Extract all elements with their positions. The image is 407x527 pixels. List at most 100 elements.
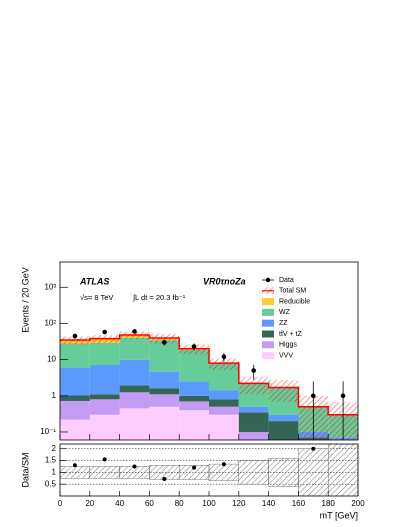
x-tick-label: 120 [232,499,246,508]
x-tick-label: 60 [145,499,154,508]
x-tick-label: 80 [175,499,184,508]
main-frame [59,261,359,441]
x-tick-label: 180 [322,499,336,508]
data-point [102,329,107,335]
ratio-point [72,463,77,468]
legend-label: Total SM [279,288,306,295]
sm-uncertainty [238,377,269,395]
y-tick-label: 10² [44,319,56,328]
ratio-point [192,465,197,470]
stack-segment [60,367,90,396]
ratio-uncertainty [238,460,269,485]
stack-segment [179,401,209,411]
stack-segment [238,412,269,432]
ratio-point [102,457,107,462]
ratio-y-tick-label: 1 [52,467,57,476]
legend-label: tt̄V + tZ [279,330,302,338]
legend-label: Data [279,277,294,284]
region-label: VR0τnoZa [203,276,246,286]
legend-swatch [262,330,274,338]
stack-segment [238,431,269,440]
stack-segment [119,392,150,409]
y-axis-label: Events / 20 GeV [20,267,30,333]
stack-segment [89,365,120,395]
ratio-uncertainty [208,463,239,481]
stack-segment [60,419,90,440]
annotations: ATLAS √s= 8 TeV ∫L dt = 20.3 fb⁻¹ VR0τno… [20,267,365,520]
legend-swatch [262,352,274,360]
data-point [191,344,197,349]
x-tick-label: 200 [351,499,365,508]
stack-segment [209,414,239,440]
legend-swatch [262,341,274,349]
y-tick-label: 10⁻¹ [40,427,56,436]
stack-segment [119,359,150,386]
ratio-uncertainty [328,444,358,496]
stack-segment [89,399,120,415]
ratio-point [311,446,316,451]
x-tick-label: 140 [262,499,276,508]
x-tick-label: 40 [115,499,124,508]
stack-segment [119,408,150,440]
total-sm-line [60,334,358,416]
legend-swatch [262,298,274,306]
energy: √s= 8 TeV [80,293,113,302]
legend-label: ZZ [279,320,288,327]
ratio-y-tick-label: 0.5 [45,479,57,488]
stack-segment [238,406,269,413]
ratio-uncertainty [268,457,299,487]
y-tick-label: 1 [52,391,57,400]
data-point [221,354,227,360]
ratio-point [162,476,167,481]
stack-segment [60,343,90,368]
stack-segment [179,381,209,396]
x-tick-label: 160 [292,499,306,508]
legend-label: Higgs [279,342,297,349]
ratio-point [132,464,137,469]
ratio-point [221,462,226,467]
ratio-frame [59,443,359,497]
data-point [311,393,316,399]
x-tick-label: 100 [202,499,216,508]
stack-segment [179,410,209,440]
legend-label: VVV [279,352,293,359]
legend-label: Reducible [279,298,310,305]
legend-data-marker [265,277,271,283]
data-point [251,368,256,373]
sm-uncertainty [209,358,239,370]
x-axis-label: mT [GeV] [320,510,358,520]
stack-segment [179,349,209,382]
stack-segment [209,390,239,400]
experiment: ATLAS [79,276,109,286]
stack-segment [89,394,120,400]
stack-segment [60,400,90,420]
x-tick-label: 0 [58,499,63,508]
stack-segment [179,395,209,402]
stack-segment [149,371,180,389]
ratio-uncertainty [89,466,120,479]
y-tick-label: 10³ [44,282,56,291]
stack-segment [209,399,239,407]
stack-segment [119,337,150,360]
legend-swatch [262,319,274,327]
stack-segment [149,394,180,407]
ratio-y-tick-label: 1.5 [45,456,57,465]
main-plot [60,329,358,440]
legend-label: WZ [279,309,291,316]
data-point [72,333,78,339]
data-point [132,329,137,334]
data-point [162,340,167,345]
stack-segment [89,342,120,366]
ratio-y-tick-label: 2 [52,444,57,453]
ratio-axis-label: Data/SM [20,452,30,487]
stack-segment [119,385,150,393]
stack-segment [209,406,239,415]
stack-segment [60,395,90,401]
stack-segment [268,414,299,422]
y-tick-label: 10 [47,355,56,364]
ratio-uncertainty [298,448,329,496]
x-tick-label: 20 [85,499,94,508]
stack-segment [149,406,180,440]
stack-segment [268,421,299,440]
